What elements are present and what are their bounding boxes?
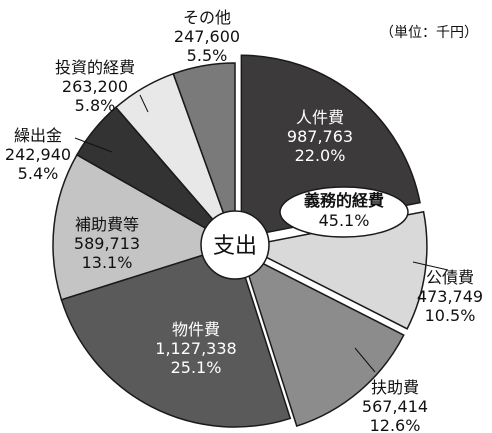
slice-label-value-6: 263,200 [62,77,128,96]
slice-label-name-2: 扶助費 [371,378,419,397]
pie-slice-2 [240,251,405,427]
slice-label-value-5: 242,940 [5,145,71,164]
leader-line-5 [74,137,113,153]
pie-slice-1 [242,210,428,330]
pie-slice-4 [52,153,237,301]
unit-label: （単位：千円） [380,25,478,41]
slice-label-percent-5: 5.4% [18,164,59,183]
callout-ellipse [279,186,409,238]
slice-label-value-3: 1,127,338 [155,339,236,358]
leader-line-6 [139,94,149,113]
slice-label-value-1: 473,749 [417,287,483,306]
slice-label-value-4: 589,713 [74,234,140,253]
slice-label-name-7: その他 [183,8,231,27]
slice-label-name-5: 繰出金 [14,126,62,145]
slice-label-name-3: 物件費 [172,320,220,339]
slice-label-percent-2: 12.6% [370,416,421,433]
slice-label-name-1: 公債費 [426,268,474,287]
slice-label-percent-1: 10.5% [425,306,476,325]
slice-label-name-4: 補助費等 [75,215,139,234]
leader-line-1 [412,261,449,271]
slice-label-value-0: 987,763 [287,127,353,146]
callout-percent: 45.1% [319,211,370,230]
slice-label-percent-3: 25.1% [171,358,222,377]
slice-label-percent-6: 5.8% [75,96,116,115]
leader-line-2 [354,347,376,373]
slice-label-percent-0: 22.0% [295,146,346,165]
center-circle [200,210,270,280]
center-label: 支出 [213,234,257,259]
slice-label-percent-4: 13.1% [82,253,133,272]
slice-label-percent-7: 5.5% [187,46,228,65]
slice-label-value-2: 567,414 [362,397,428,416]
slice-label-value-7: 247,600 [174,27,240,46]
slice-label-name-0: 人件費 [296,108,344,127]
callout-label: 義務的経費 [304,191,384,210]
slice-label-name-6: 投資的経費 [55,58,135,77]
pie-slice-7 [172,62,236,246]
pie-slice-3 [60,244,292,428]
